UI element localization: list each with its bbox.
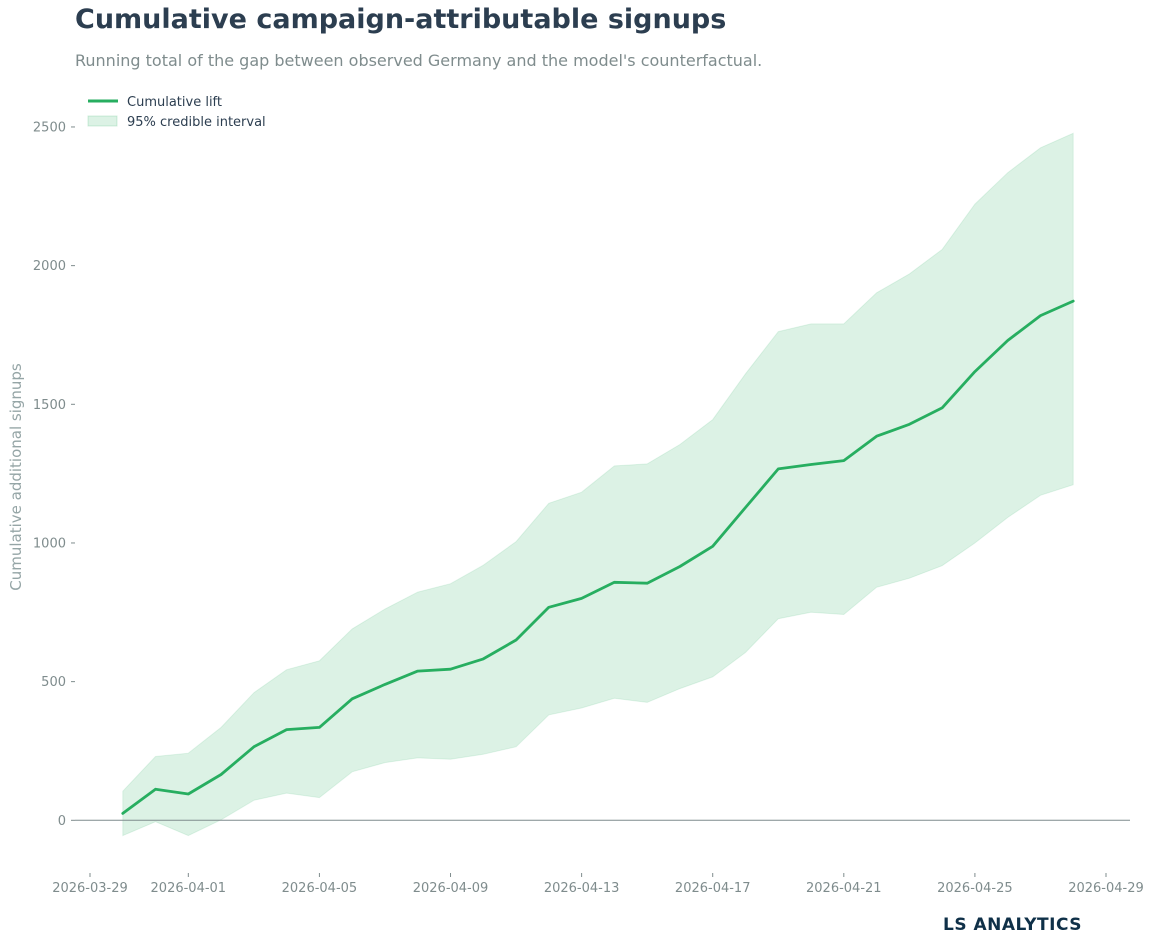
x-tick-label: 2026-04-01: [151, 881, 227, 896]
y-tick-label: 1500: [33, 398, 66, 413]
x-tick-label: 2026-04-05: [282, 881, 358, 896]
legend: Cumulative lift 95% credible interval: [87, 95, 266, 130]
x-tick-label: 2026-04-21: [806, 881, 882, 896]
x-tick-label: 2026-04-25: [937, 881, 1013, 896]
x-tick-label: 2026-04-29: [1068, 881, 1144, 896]
credible-interval-band: [122, 132, 1074, 837]
y-axis-title: Cumulative additional signups: [7, 363, 25, 591]
x-tick-label: 2026-03-29: [52, 881, 128, 896]
legend-band-swatch: [87, 115, 118, 127]
credible-interval-layer: [122, 132, 1074, 837]
chart-title: Cumulative campaign-attributable signups: [75, 4, 727, 35]
x-axis: 2026-03-29 2026-04-01 2026-04-05 2026-04-09…: [52, 873, 1144, 896]
lift-line-layer: [121, 299, 1075, 815]
x-tick-label: 2026-04-13: [544, 881, 620, 896]
y-axis: 0 500 1000 1500 2000 2500: [33, 120, 75, 829]
brand-logo-text: LS ANALYTICS: [943, 915, 1082, 935]
series-line-0: [121, 299, 1075, 815]
legend-label-interval: 95% credible interval: [127, 115, 266, 130]
x-tick-label: 2026-04-17: [675, 881, 751, 896]
y-tick-label: 2500: [33, 120, 66, 135]
y-tick-label: 2000: [33, 259, 66, 274]
y-tick-label: 500: [41, 675, 66, 690]
y-tick-label: 0: [58, 814, 66, 829]
chart-subtitle: Running total of the gap between observe…: [75, 51, 763, 70]
legend-label-lift: Cumulative lift: [127, 95, 222, 110]
x-tick-label: 2026-04-09: [413, 881, 489, 896]
y-tick-label: 1000: [33, 536, 66, 551]
